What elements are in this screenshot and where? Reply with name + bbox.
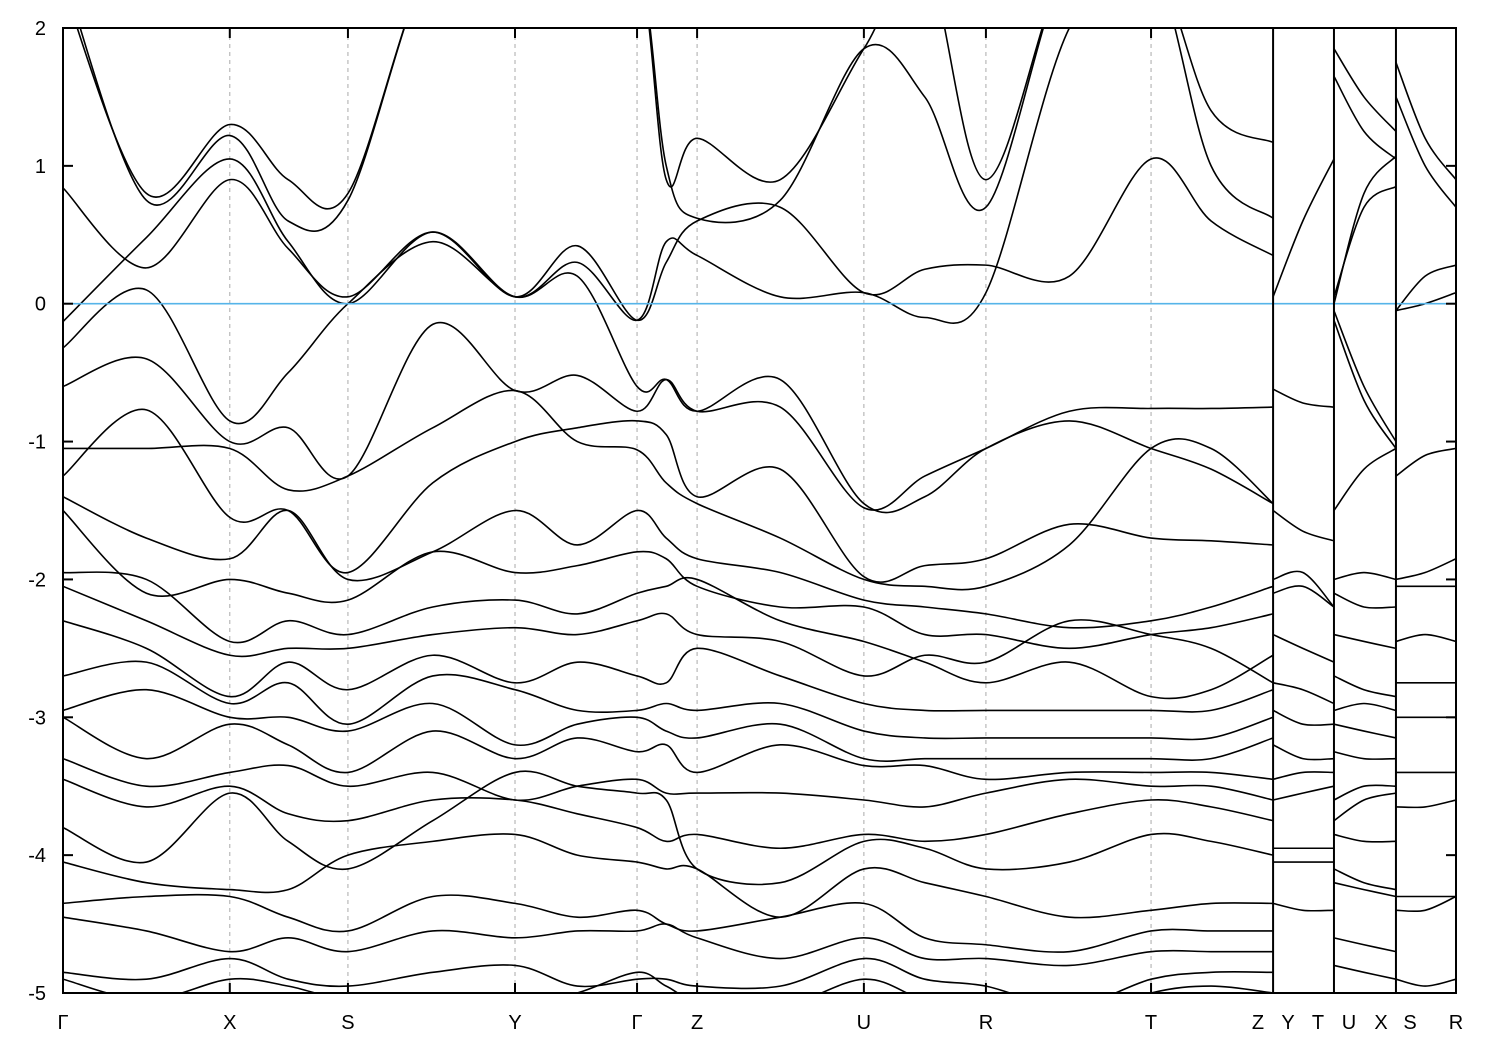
- band-segment-0-band-14: [63, 688, 1274, 762]
- band-segment-2-band-11: [1333, 702, 1397, 712]
- band-segment-3-band-13: [1395, 895, 1456, 913]
- band-segment-2-band-3: [1333, 185, 1397, 298]
- band-segment-1-band-8: [1272, 744, 1334, 761]
- band-segment-0-band-1: [79, 28, 1274, 232]
- band-segment-2-band-5: [1333, 319, 1397, 449]
- band-segment-2-band-9: [1333, 633, 1397, 650]
- y-tick-label: -4: [28, 845, 46, 867]
- band-segment-1-band-10: [1272, 785, 1335, 801]
- band-segment-2-band-12: [1333, 723, 1397, 739]
- x-tick-label: T: [1145, 1012, 1157, 1034]
- band-segment-1-band-13: [1272, 902, 1334, 912]
- band-segment-1-band-4: [1272, 585, 1335, 608]
- band-segment-2-band-1: [1333, 75, 1397, 160]
- path-breaks: [1272, 28, 1397, 993]
- band-segment-0-band-22: [63, 957, 1274, 993]
- band-segment-2-band-18: [1333, 881, 1397, 898]
- band-segment-2-band-19: [1333, 937, 1397, 953]
- band-segment-1-band-7: [1272, 709, 1334, 726]
- y-tick-label: -3: [28, 707, 46, 729]
- band-segment-3-band-1: [1395, 96, 1456, 208]
- band-segment-0-band-16: [63, 757, 1274, 808]
- band-segment-1-band-6: [1272, 682, 1335, 705]
- band-segment-0-band-15: [63, 716, 1274, 781]
- band-segment-0-band-20: [63, 893, 1274, 953]
- band-segment-0-band-9: [63, 509, 1274, 650]
- x-tick-label: X: [1374, 1012, 1387, 1034]
- band-segment-3-band-14: [1395, 978, 1456, 987]
- y-tick-label: 1: [35, 156, 46, 178]
- band-segment-0-band-12: [63, 620, 1274, 713]
- x-tick-label: S: [341, 1012, 354, 1034]
- band-segment-3-band-0: [1395, 62, 1456, 181]
- x-tick-label: S: [1403, 1012, 1416, 1034]
- band-segment-1-band-1: [1272, 388, 1335, 408]
- x-tick-label: Γ: [632, 1012, 643, 1034]
- band-segment-0-band-8: [63, 495, 1274, 629]
- x-tick-label: U: [1342, 1012, 1356, 1034]
- plot-frame: [62, 27, 1457, 994]
- band-segment-2-band-14: [1333, 784, 1396, 801]
- band-segment-0-band-2: [63, 157, 1274, 322]
- x-tick-label: Γ: [57, 1012, 68, 1034]
- band-segment-0-band-10: [63, 571, 1274, 700]
- x-tick-label: Y: [1281, 1012, 1294, 1034]
- band-segment-0-band-3: [63, 28, 1071, 324]
- band-segment-3-band-11: [1395, 799, 1456, 809]
- band-segment-3-band-6: [1395, 558, 1456, 581]
- band-segment-0-band-6: [63, 408, 1274, 583]
- x-tick-label: Z: [1252, 1012, 1264, 1034]
- y-tick-label: -5: [28, 983, 46, 1005]
- x-tick-label: Y: [508, 1012, 521, 1034]
- band-segment-0-band-13: [63, 660, 1274, 741]
- band-segment-2-band-10: [1333, 675, 1397, 698]
- band-segment-2-band-0: [1333, 48, 1397, 132]
- band-segment-3-band-2: [1395, 291, 1456, 312]
- x-tick-label: Z: [691, 1012, 703, 1034]
- band-segment-2-band-4: [1333, 310, 1397, 442]
- band-segment-2-band-7: [1333, 571, 1397, 581]
- band-segment-2-band-8: [1333, 592, 1396, 609]
- band-segment-0-band-23: [63, 971, 1274, 993]
- x-tick-label: X: [223, 1012, 236, 1034]
- band-segment-1-band-9: [1272, 771, 1334, 781]
- band-segment-2-band-15: [1333, 792, 1397, 822]
- band-segment-3-band-4: [1395, 447, 1456, 477]
- band-segment-3-band-3: [1395, 264, 1456, 312]
- band-segment-0-band-0: [76, 28, 1274, 210]
- y-tick-label: -1: [28, 432, 46, 454]
- y-tick-label: 2: [35, 18, 46, 40]
- x-tick-label: R: [979, 1012, 993, 1034]
- band-segment-0-band-19: [63, 833, 1274, 919]
- band-segment-0-band-7: [63, 389, 1274, 591]
- band-segment-0-band-21: [63, 916, 1274, 967]
- band-segment-2-band-17: [1333, 868, 1397, 891]
- band-segment-1-band-5: [1272, 633, 1335, 663]
- band-segment-0-band-4: [63, 240, 1274, 514]
- band-segment-2-band-13: [1333, 750, 1396, 760]
- y-tick-label: -2: [28, 569, 46, 591]
- x-tick-label: R: [1449, 1012, 1463, 1034]
- band-segment-2-band-20: [1333, 964, 1397, 980]
- y-tick-label: 0: [35, 294, 46, 316]
- band-segment-2-band-2: [1333, 155, 1397, 304]
- y-axis: 2 1 0 -1 -2 -3 -4 -5: [28, 18, 1456, 1005]
- band-segment-0-band-5: [63, 321, 1274, 511]
- band-segment-0-band-11: [63, 585, 1274, 684]
- band-segment-1-band-0: [1272, 158, 1335, 298]
- x-tick-label: U: [857, 1012, 871, 1034]
- bands: [63, 28, 1456, 993]
- band-segment-2-band-6: [1333, 447, 1397, 511]
- band-segment-0-band-17: [63, 778, 1274, 850]
- band-segment-2-band-16: [1333, 833, 1396, 843]
- band-segment-1-band-2: [1272, 509, 1335, 542]
- x-tick-label: T: [1312, 1012, 1324, 1034]
- grid-lines: [229, 28, 1397, 993]
- band-segment-0-band-18: [63, 770, 1274, 886]
- band-segment-1-band-3: [1272, 570, 1335, 608]
- band-segment-3-band-7: [1395, 633, 1456, 643]
